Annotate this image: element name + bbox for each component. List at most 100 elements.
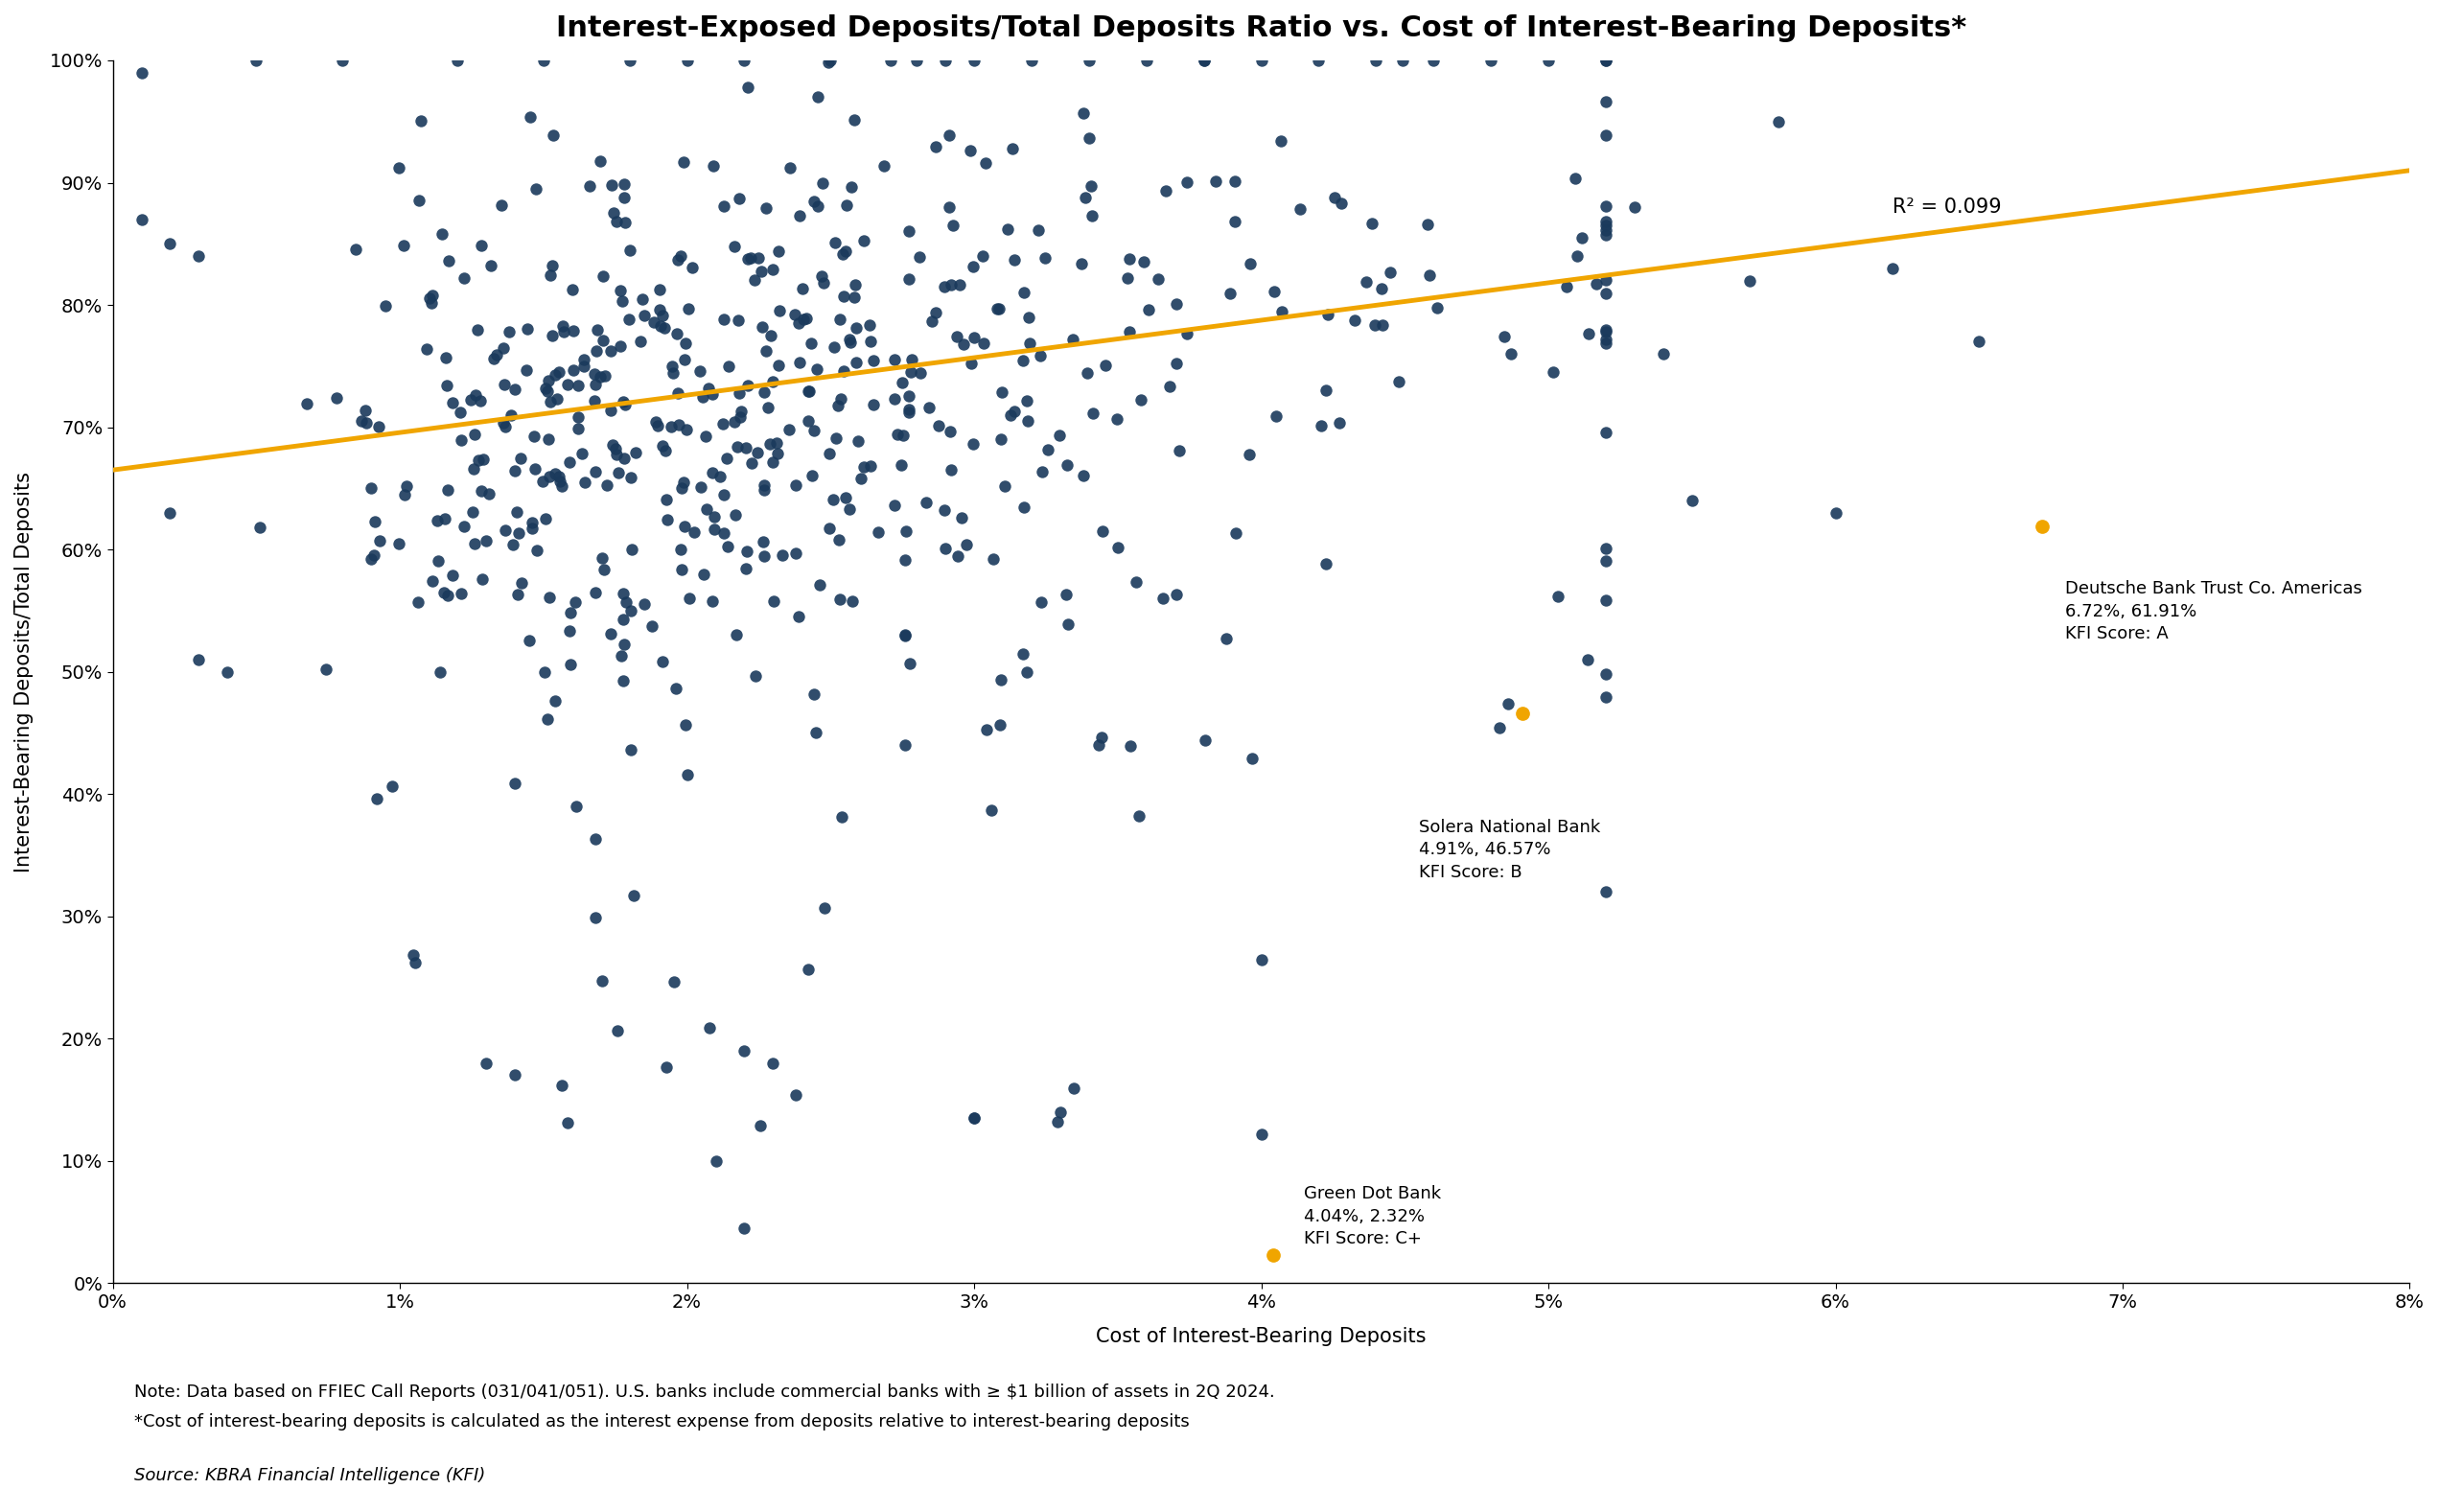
Point [661, 243, 700, 268]
Point [783, 277, 822, 301]
Point [654, 354, 693, 378]
Point [815, 336, 854, 360]
Point [1568, 322, 1607, 346]
Point [1568, 649, 1607, 673]
Point [1485, 325, 1524, 349]
Point [1254, 1243, 1293, 1267]
Point [590, 339, 629, 363]
Point [966, 151, 1005, 175]
Point [1256, 404, 1295, 428]
Point [780, 204, 820, 228]
Point [456, 422, 495, 446]
Point [1559, 243, 1598, 268]
Point [932, 272, 971, 296]
Point [1585, 880, 1624, 904]
Point [612, 738, 651, 762]
Text: Source: KBRA Financial Intelligence (KFI): Source: KBRA Financial Intelligence (KFI… [134, 1467, 485, 1483]
Point [707, 534, 746, 558]
Point [583, 328, 622, 352]
Point [500, 446, 539, 470]
Point [988, 218, 1027, 242]
Point [1185, 729, 1224, 753]
Point [583, 263, 622, 287]
Point [1585, 588, 1624, 612]
Point [1005, 496, 1044, 520]
Point [685, 425, 724, 449]
Point [844, 228, 883, 253]
Point [980, 426, 1020, 451]
Point [700, 464, 739, 488]
Point [1585, 194, 1624, 218]
Point [605, 446, 644, 470]
Point [727, 540, 766, 564]
Point [1068, 361, 1107, 386]
Point [1585, 48, 1624, 73]
Point [1356, 313, 1395, 337]
Point [410, 286, 449, 310]
Point [1149, 375, 1188, 399]
Point [427, 584, 466, 608]
Point [346, 398, 385, 422]
Point [985, 473, 1024, 497]
Point [600, 278, 639, 302]
Point [793, 331, 832, 355]
Point [824, 242, 863, 266]
Point [837, 351, 876, 375]
Point [576, 906, 615, 930]
Point [554, 358, 593, 383]
Point [1241, 1122, 1280, 1146]
Point [1085, 354, 1124, 378]
Point [900, 245, 939, 269]
Point [1054, 1077, 1093, 1101]
Point [759, 239, 798, 263]
Point [385, 484, 424, 508]
Point [1063, 464, 1102, 488]
Point [471, 253, 510, 277]
Point [1124, 249, 1163, 274]
Point [461, 233, 500, 257]
Point [393, 942, 432, 966]
Point [1083, 520, 1122, 544]
Point [620, 330, 659, 354]
Point [239, 516, 278, 540]
Point [695, 1149, 734, 1173]
Point [659, 248, 698, 272]
Point [595, 201, 634, 225]
Point [1585, 685, 1624, 709]
Point [693, 588, 732, 612]
Point [1407, 212, 1446, 236]
Point [1256, 280, 1295, 304]
Point [537, 689, 576, 714]
Point [883, 370, 922, 395]
Point [890, 268, 929, 292]
Point [717, 435, 756, 460]
Point [122, 60, 161, 85]
Point [683, 386, 722, 410]
Point [641, 302, 680, 327]
Point [427, 346, 466, 370]
Point [493, 402, 532, 426]
Point [1563, 225, 1602, 249]
Point [1195, 169, 1234, 194]
Point [337, 237, 376, 262]
Point [1073, 401, 1112, 425]
Point [973, 547, 1012, 572]
Point [1261, 129, 1300, 153]
Point [466, 529, 505, 553]
Point [783, 307, 822, 331]
Point [832, 175, 871, 200]
Point [1073, 204, 1112, 228]
Point [834, 274, 873, 298]
Point [761, 299, 800, 324]
Point [1007, 389, 1046, 413]
Title: Interest-Exposed Deposits/Total Deposits Ratio vs. Cost of Interest-Bearing Depo: Interest-Exposed Deposits/Total Deposits… [556, 15, 1966, 42]
Point [1410, 263, 1449, 287]
Point [1207, 626, 1246, 650]
Point [695, 517, 734, 541]
Point [744, 380, 783, 404]
Point [822, 387, 861, 411]
Point [1351, 212, 1390, 236]
Point [1585, 209, 1624, 233]
Point [585, 558, 624, 582]
Point [1585, 48, 1624, 73]
